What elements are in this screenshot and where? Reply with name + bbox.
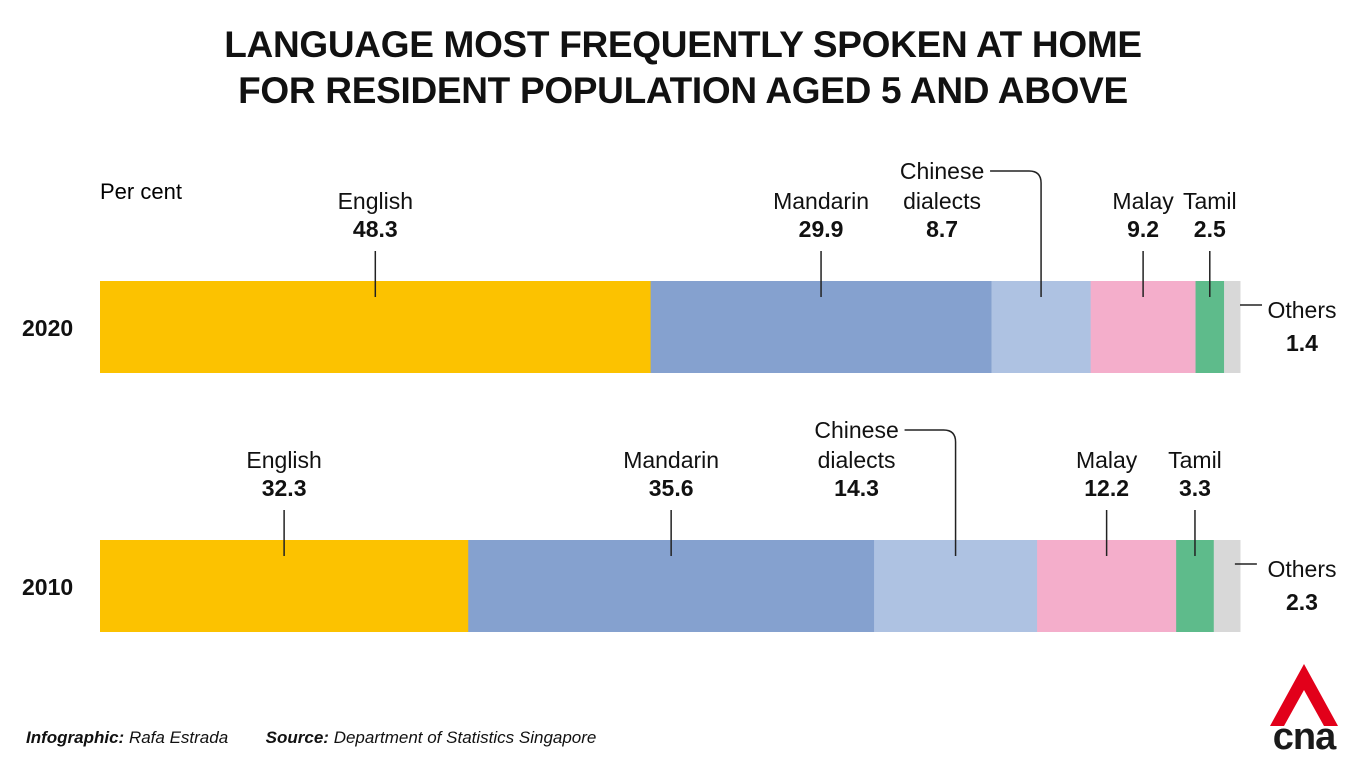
value-label-chinese-dialects-2020: 8.7 — [926, 216, 958, 242]
value-label-tamil-2010: 3.3 — [1179, 475, 1211, 501]
series-label-mandarin-2010: Mandarin — [623, 447, 719, 473]
series-label-chinese-dialects-2020: Chinese — [900, 158, 984, 184]
series-label-line2-chinese-dialects-2010: dialects — [818, 447, 896, 473]
value-label-malay-2020: 9.2 — [1127, 216, 1159, 242]
value-label-others-2020: 1.4 — [1286, 330, 1318, 356]
series-label-mandarin-2020: Mandarin — [773, 188, 869, 214]
series-label-english-2010: English — [246, 447, 321, 473]
cna-logo-mark — [1270, 664, 1338, 726]
bar-others-2020 — [1224, 281, 1241, 373]
leader-chinese-dialects-2010 — [904, 429, 957, 556]
credit-label: Infographic: — [26, 728, 125, 747]
series-label-tamil-2010: Tamil — [1168, 447, 1222, 473]
bar-others-2010 — [1213, 540, 1241, 632]
value-label-malay-2010: 12.2 — [1084, 475, 1129, 501]
value-label-english-2010: 32.3 — [262, 475, 307, 501]
value-label-chinese-dialects-2010: 14.3 — [834, 475, 879, 501]
chart-title: LANGUAGE MOST FREQUENTLY SPOKEN AT HOME … — [0, 22, 1366, 114]
title-line-2: FOR RESIDENT POPULATION AGED 5 AND ABOVE — [238, 70, 1128, 111]
source-label: Source: — [265, 728, 329, 747]
value-label-english-2020: 48.3 — [353, 216, 398, 242]
footer: Infographic: Rafa Estrada Source: Depart… — [26, 728, 596, 748]
series-label-others-2010: Others — [1267, 556, 1336, 582]
value-label-tamil-2020: 2.5 — [1194, 216, 1226, 242]
series-label-line2-chinese-dialects-2020: dialects — [903, 188, 981, 214]
cna-logo-text: cna — [1273, 716, 1337, 752]
series-label-english-2020: English — [338, 188, 413, 214]
value-label-others-2010: 2.3 — [1286, 589, 1318, 615]
chart-rows: 2020English48.3Mandarin29.9Chinesedialec… — [22, 158, 1337, 632]
year-label-2020: 2020 — [22, 315, 73, 341]
unit-label: Per cent — [100, 179, 182, 204]
value-label-mandarin-2010: 35.6 — [649, 475, 694, 501]
title-line-1: LANGUAGE MOST FREQUENTLY SPOKEN AT HOME — [224, 24, 1142, 65]
series-label-chinese-dialects-2010: Chinese — [814, 417, 898, 443]
credit-value: Rafa Estrada — [128, 728, 229, 747]
cna-logo: cna — [1270, 664, 1338, 752]
series-label-malay-2010: Malay — [1076, 447, 1138, 473]
series-label-others-2020: Others — [1267, 297, 1336, 323]
series-label-malay-2020: Malay — [1112, 188, 1174, 214]
year-label-2010: 2010 — [22, 574, 73, 600]
series-label-tamil-2020: Tamil — [1183, 188, 1237, 214]
value-label-mandarin-2020: 29.9 — [799, 216, 844, 242]
leader-chinese-dialects-2020 — [990, 170, 1042, 297]
source-value: Department of Statistics Singapore — [333, 728, 597, 747]
